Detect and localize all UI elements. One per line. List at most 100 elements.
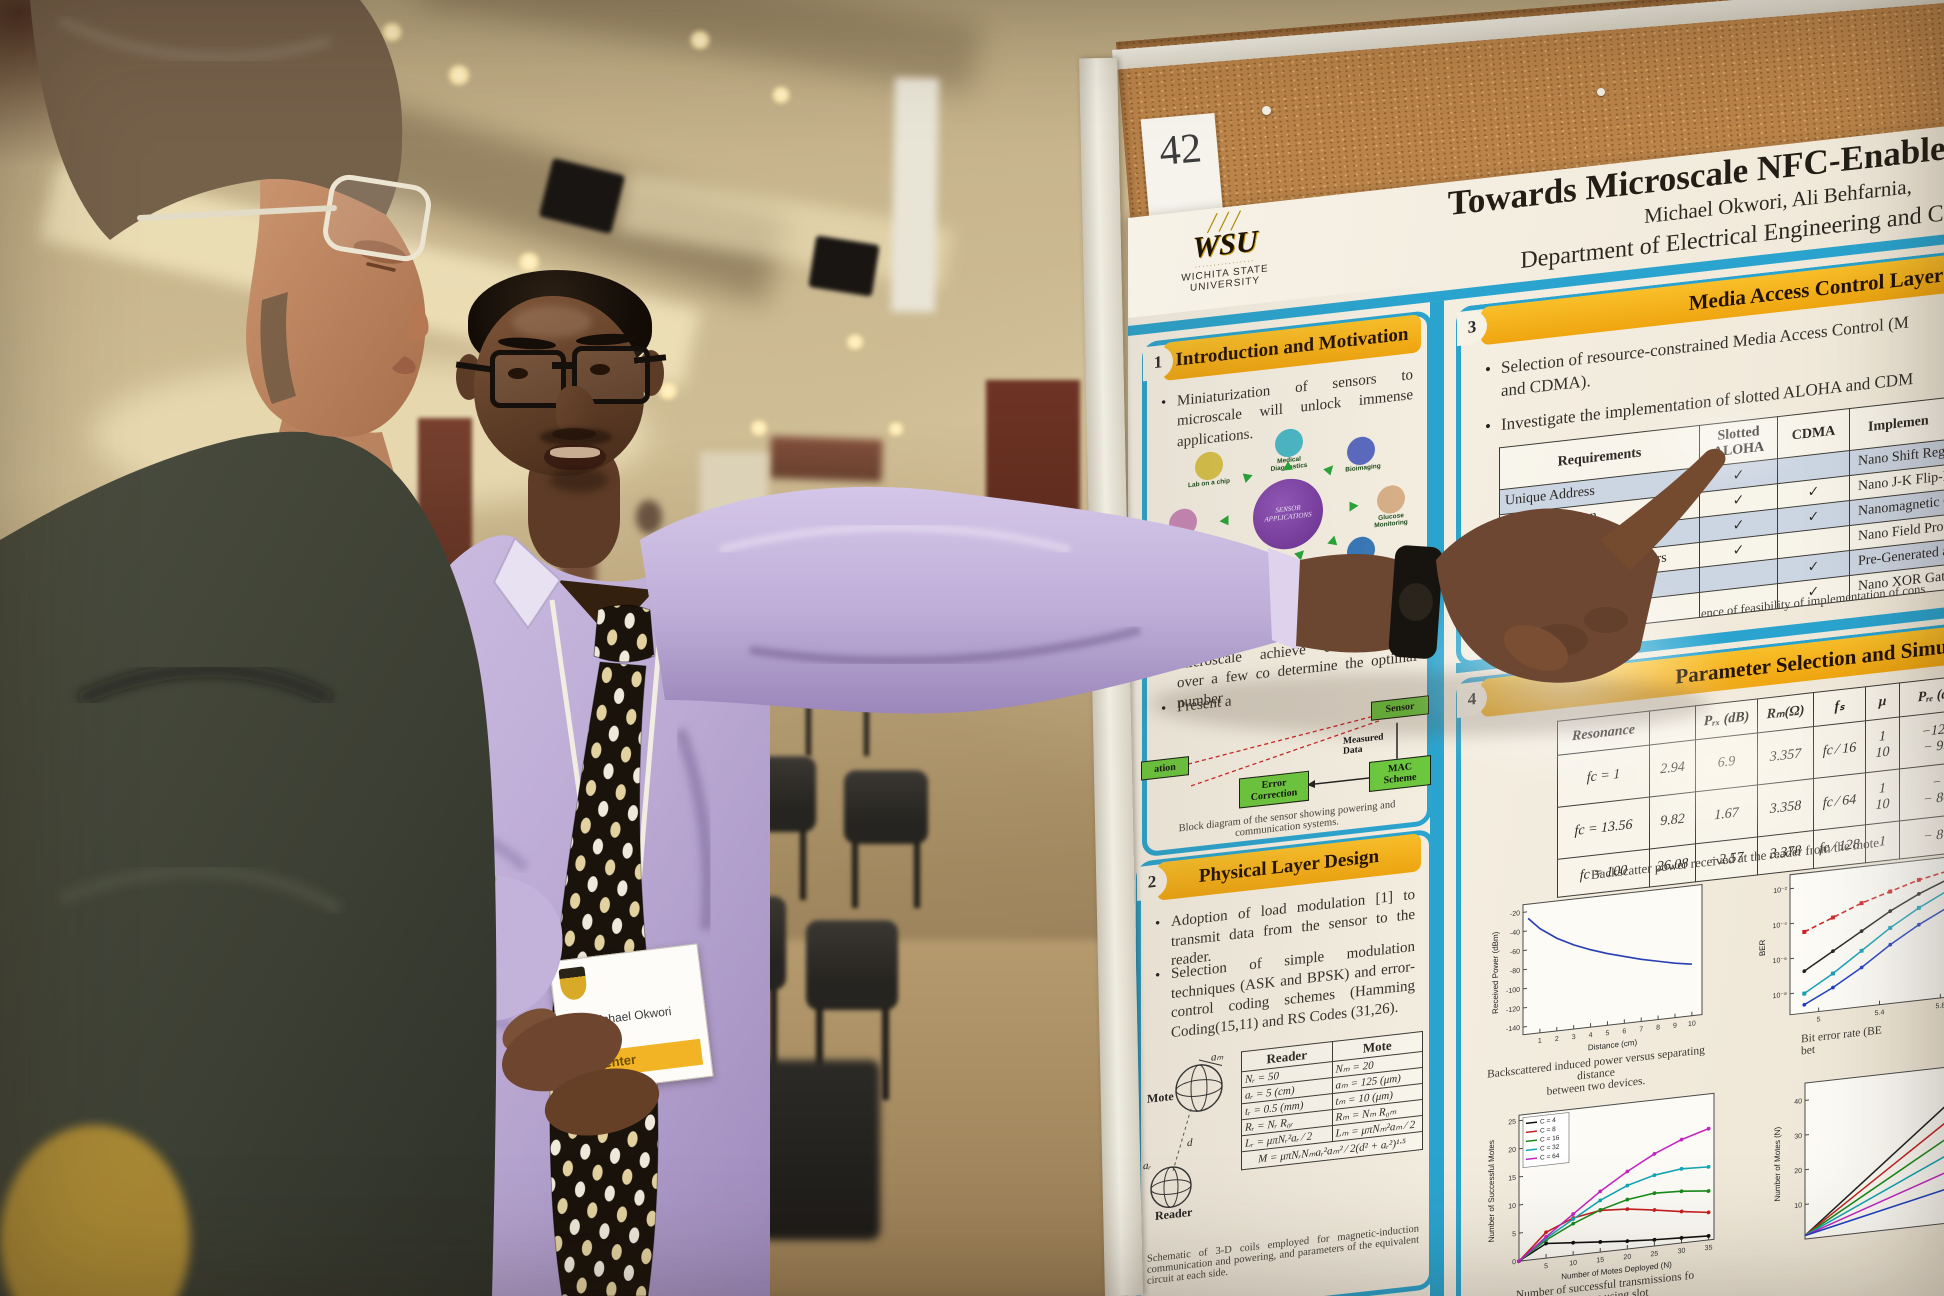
svg-text:Number of Motes (N): Number of Motes (N) xyxy=(1773,1126,1782,1202)
svg-text:4: 4 xyxy=(1589,1032,1593,1039)
ceiling-light xyxy=(380,22,404,42)
section-2: Physical Layer Design 2 Adoption of load… xyxy=(1136,828,1434,1296)
svg-text:10: 10 xyxy=(1569,1260,1577,1268)
stacked-chair xyxy=(844,770,928,908)
svg-text:30: 30 xyxy=(1794,1133,1802,1141)
svg-text:5.4: 5.4 xyxy=(1875,1009,1885,1017)
foreground-person-lips xyxy=(392,356,416,375)
svg-text:20: 20 xyxy=(1508,1147,1516,1155)
svg-text:Number of Successful Motes: Number of Successful Motes xyxy=(1487,1140,1496,1243)
foreground-person-sweater xyxy=(0,431,497,1296)
poster-number: 42 xyxy=(1157,125,1204,175)
svg-text:40: 40 xyxy=(1794,1098,1802,1106)
mustache xyxy=(540,428,612,446)
svg-text:-120: -120 xyxy=(1506,1006,1520,1015)
foreground-person-glasses xyxy=(323,174,431,262)
section-2-title: Physical Layer Design xyxy=(1198,845,1380,888)
svg-text:8: 8 xyxy=(1656,1024,1660,1031)
s2-caption: Schematic of 3-D coils employed for magn… xyxy=(1147,1223,1419,1287)
svg-text:10: 10 xyxy=(1794,1202,1802,1210)
svg-text:-40: -40 xyxy=(1510,929,1520,937)
stacked-chair xyxy=(806,920,898,1100)
ceiling-light xyxy=(688,30,712,50)
svg-text:15: 15 xyxy=(1596,1257,1604,1265)
svg-text:10: 10 xyxy=(1508,1203,1516,1211)
svg-text:C = 8: C = 8 xyxy=(1540,1126,1556,1135)
foreground-person-eye xyxy=(366,262,396,272)
ceiling-light xyxy=(770,86,792,104)
cell: 9.82 xyxy=(1649,791,1696,850)
glasses-left-lens xyxy=(490,350,566,408)
push-pin xyxy=(1597,88,1605,96)
eye xyxy=(590,364,610,375)
svg-text:5.8: 5.8 xyxy=(1935,1002,1944,1010)
section-1-title: Introduction and Motivation xyxy=(1175,323,1409,371)
ceiling-light xyxy=(844,334,866,350)
ceiling-light xyxy=(886,422,906,436)
ceiling-light xyxy=(446,64,472,86)
push-pin xyxy=(1262,106,1271,115)
stacked-chair xyxy=(760,1060,880,1240)
wsu-logo: ╱╱╱ WSU ∙∙∙∙∙∙∙∙∙∙∙∙∙∙∙∙ WICHITA STATE U… xyxy=(1166,211,1284,324)
svg-text:20: 20 xyxy=(1623,1254,1631,1262)
wrist-watch xyxy=(1388,545,1443,659)
cell: fc ⁄ 64 xyxy=(1813,772,1866,831)
svg-text:5: 5 xyxy=(1544,1263,1548,1270)
cell: 3.358 xyxy=(1757,778,1814,837)
svg-text:-140: -140 xyxy=(1506,1025,1520,1034)
svg-text:6: 6 xyxy=(1622,1028,1626,1035)
svg-text:3: 3 xyxy=(1572,1034,1576,1041)
motes-chart: 10 20 30 40 Number of Motes (N) xyxy=(1771,1055,1944,1259)
svg-text:C = 64: C = 64 xyxy=(1540,1153,1560,1162)
research-poster: ╱╱╱ WSU ∙∙∙∙∙∙∙∙∙∙∙∙∙∙∙∙ WICHITA STATE U… xyxy=(1128,98,1944,1296)
received-power-chart: 1 2 3 4 5 6 7 8 9 10 -20 -40 -60 -80 -100 -120 -140 Dista… xyxy=(1489,878,1707,1064)
svg-text:10⁻²: 10⁻² xyxy=(1773,887,1787,896)
svg-text:25: 25 xyxy=(1508,1119,1516,1127)
svg-text:5: 5 xyxy=(1512,1231,1516,1238)
sweater-gold-graphic xyxy=(0,1125,190,1296)
svg-text:-20: -20 xyxy=(1510,910,1520,918)
arm-shadow xyxy=(1150,672,1710,736)
ber-chart: 5 5.4 5.8 10⁻² 10⁻⁴ 10⁻⁶ 10⁻⁸ BER xyxy=(1756,848,1944,1034)
coil-parameters-table: Reader Mote Nᵣ = 50 Nₘ = 20 aᵣ = 5 (cm) aₘ … xyxy=(1241,1030,1423,1171)
coil-dist-d: d xyxy=(1187,1136,1193,1150)
sensor-block-diagram: ation Sensor Error Correction MAC Scheme… xyxy=(1141,693,1431,824)
svg-text:25: 25 xyxy=(1651,1251,1659,1259)
svg-text:35: 35 xyxy=(1705,1244,1713,1252)
coil-dim-ar: aᵣ xyxy=(1143,1159,1152,1173)
coil-dim-am: aₘ xyxy=(1211,1050,1224,1064)
ceiling-light xyxy=(748,420,770,436)
glasses-temple xyxy=(137,205,337,221)
foreground-person xyxy=(0,0,497,1296)
svg-text:C = 16: C = 16 xyxy=(1540,1135,1560,1144)
svg-text:Received Power (dBm): Received Power (dBm) xyxy=(1491,931,1500,1014)
ceiling-light xyxy=(656,382,680,400)
distant-board-edge xyxy=(890,77,940,313)
svg-text:9: 9 xyxy=(1673,1022,1677,1029)
svg-text:30: 30 xyxy=(1678,1247,1686,1255)
svg-text:10⁻⁶: 10⁻⁶ xyxy=(1773,957,1787,966)
distant-person xyxy=(636,500,662,534)
section-4: Parameter Selection and Simulati 4 Reson… xyxy=(1456,597,1944,1296)
svg-text:10⁻⁴: 10⁻⁴ xyxy=(1773,922,1787,931)
svg-text:7: 7 xyxy=(1639,1026,1643,1033)
svg-text:C = 32: C = 32 xyxy=(1540,1144,1560,1153)
svg-text:10: 10 xyxy=(1688,1020,1696,1028)
cell: fc ⁄ 16 xyxy=(1813,720,1866,779)
coil-reader-label: Reader xyxy=(1155,1204,1193,1223)
coil-mote-label: Mote xyxy=(1147,1088,1174,1106)
glasses-bridge xyxy=(552,362,576,369)
svg-text:-60: -60 xyxy=(1510,948,1520,956)
cell: 1.67 xyxy=(1695,784,1758,844)
foreground-person-nose xyxy=(408,300,429,340)
eye xyxy=(508,368,528,379)
forehead-highlight xyxy=(512,306,592,338)
svg-text:5: 5 xyxy=(1605,1030,1609,1037)
svg-text:BER: BER xyxy=(1758,939,1767,957)
svg-text:C = 4: C = 4 xyxy=(1540,1117,1556,1126)
presenter-pointing-arm xyxy=(640,448,1726,714)
section-1: Introduction and Motivation 1 Miniaturiz… xyxy=(1141,309,1432,858)
svg-text:15: 15 xyxy=(1508,1175,1516,1183)
svg-text:0: 0 xyxy=(1512,1259,1516,1266)
